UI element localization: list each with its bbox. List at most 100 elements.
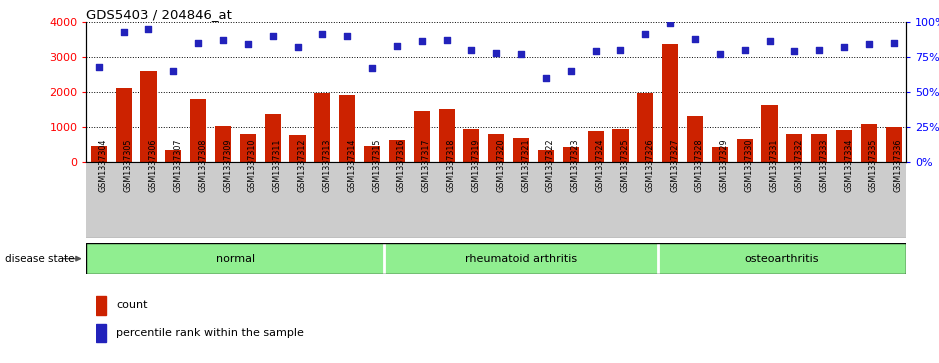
- Text: GSM1337320: GSM1337320: [497, 139, 505, 192]
- Text: GSM1337319: GSM1337319: [471, 139, 481, 192]
- Text: GSM1337325: GSM1337325: [621, 139, 629, 192]
- Bar: [882, 162, 906, 238]
- Text: GDS5403 / 204846_at: GDS5403 / 204846_at: [86, 8, 232, 21]
- Bar: [190, 99, 207, 162]
- Bar: [315, 93, 331, 162]
- Bar: [239, 134, 256, 162]
- Bar: [736, 139, 753, 162]
- Bar: [414, 110, 430, 162]
- Bar: [762, 105, 777, 162]
- Text: GSM1337304: GSM1337304: [99, 139, 108, 192]
- Bar: [782, 162, 807, 238]
- Bar: [260, 162, 285, 238]
- Point: [787, 48, 802, 54]
- Text: GSM1337310: GSM1337310: [248, 139, 257, 192]
- Bar: [562, 147, 578, 162]
- Bar: [608, 162, 633, 238]
- Bar: [484, 162, 509, 238]
- Bar: [335, 162, 360, 238]
- Point: [687, 36, 702, 41]
- Bar: [612, 129, 628, 162]
- Bar: [265, 114, 281, 162]
- Point: [290, 44, 305, 50]
- Bar: [115, 88, 131, 162]
- Bar: [757, 162, 782, 238]
- Bar: [285, 162, 310, 238]
- Point: [191, 40, 206, 46]
- Text: GSM1337307: GSM1337307: [174, 139, 182, 192]
- Point: [240, 41, 255, 47]
- Point: [837, 44, 852, 50]
- Bar: [384, 243, 657, 274]
- Bar: [633, 162, 657, 238]
- Bar: [638, 93, 654, 162]
- Point: [886, 40, 901, 46]
- Text: GSM1337305: GSM1337305: [124, 139, 132, 192]
- Point: [464, 47, 479, 53]
- Point: [216, 37, 231, 43]
- Text: GSM1337333: GSM1337333: [819, 139, 828, 192]
- Bar: [236, 162, 260, 238]
- Point: [563, 68, 578, 74]
- Point: [489, 50, 504, 56]
- Bar: [657, 243, 906, 274]
- Bar: [96, 296, 106, 314]
- Bar: [86, 162, 111, 238]
- Bar: [836, 130, 852, 162]
- Bar: [583, 162, 608, 238]
- Bar: [364, 146, 380, 162]
- Bar: [339, 95, 355, 162]
- Bar: [161, 162, 186, 238]
- Point: [439, 37, 454, 43]
- Bar: [807, 162, 832, 238]
- Bar: [289, 135, 305, 162]
- Text: GSM1337328: GSM1337328: [695, 139, 704, 192]
- Bar: [786, 134, 803, 162]
- Bar: [811, 134, 827, 162]
- Bar: [96, 324, 106, 342]
- Point: [663, 20, 678, 26]
- Text: GSM1337312: GSM1337312: [298, 139, 306, 192]
- Text: GSM1337329: GSM1337329: [720, 139, 729, 192]
- Point: [315, 32, 330, 37]
- Text: GSM1337316: GSM1337316: [397, 139, 406, 192]
- Bar: [210, 162, 236, 238]
- Bar: [538, 150, 554, 162]
- Text: GSM1337308: GSM1337308: [198, 139, 208, 192]
- Text: GSM1337334: GSM1337334: [844, 139, 853, 192]
- Text: rheumatoid arthritis: rheumatoid arthritis: [465, 254, 577, 264]
- Text: GSM1337327: GSM1337327: [670, 139, 679, 192]
- Point: [340, 33, 355, 38]
- Point: [514, 51, 529, 57]
- Point: [588, 48, 603, 54]
- Bar: [434, 162, 459, 238]
- Point: [91, 64, 106, 69]
- Point: [713, 51, 728, 57]
- Bar: [91, 146, 107, 162]
- Bar: [215, 126, 231, 162]
- Text: count: count: [116, 300, 147, 310]
- Bar: [384, 162, 409, 238]
- Text: GSM1337332: GSM1337332: [794, 139, 804, 192]
- Point: [638, 32, 653, 37]
- Point: [538, 75, 553, 81]
- Bar: [360, 162, 384, 238]
- Bar: [463, 129, 480, 162]
- Bar: [687, 116, 703, 162]
- Point: [737, 47, 752, 53]
- Bar: [136, 162, 161, 238]
- Point: [414, 38, 429, 44]
- Bar: [732, 162, 757, 238]
- Bar: [86, 243, 384, 274]
- Bar: [310, 162, 335, 238]
- Text: GSM1337311: GSM1337311: [272, 139, 282, 192]
- Text: percentile rank within the sample: percentile rank within the sample: [116, 328, 304, 338]
- Text: GSM1337309: GSM1337309: [223, 139, 232, 192]
- Bar: [885, 127, 901, 162]
- Bar: [141, 71, 157, 162]
- Text: GSM1337326: GSM1337326: [645, 139, 654, 192]
- Bar: [712, 147, 728, 162]
- Bar: [488, 134, 504, 162]
- Bar: [111, 162, 136, 238]
- Point: [861, 41, 876, 47]
